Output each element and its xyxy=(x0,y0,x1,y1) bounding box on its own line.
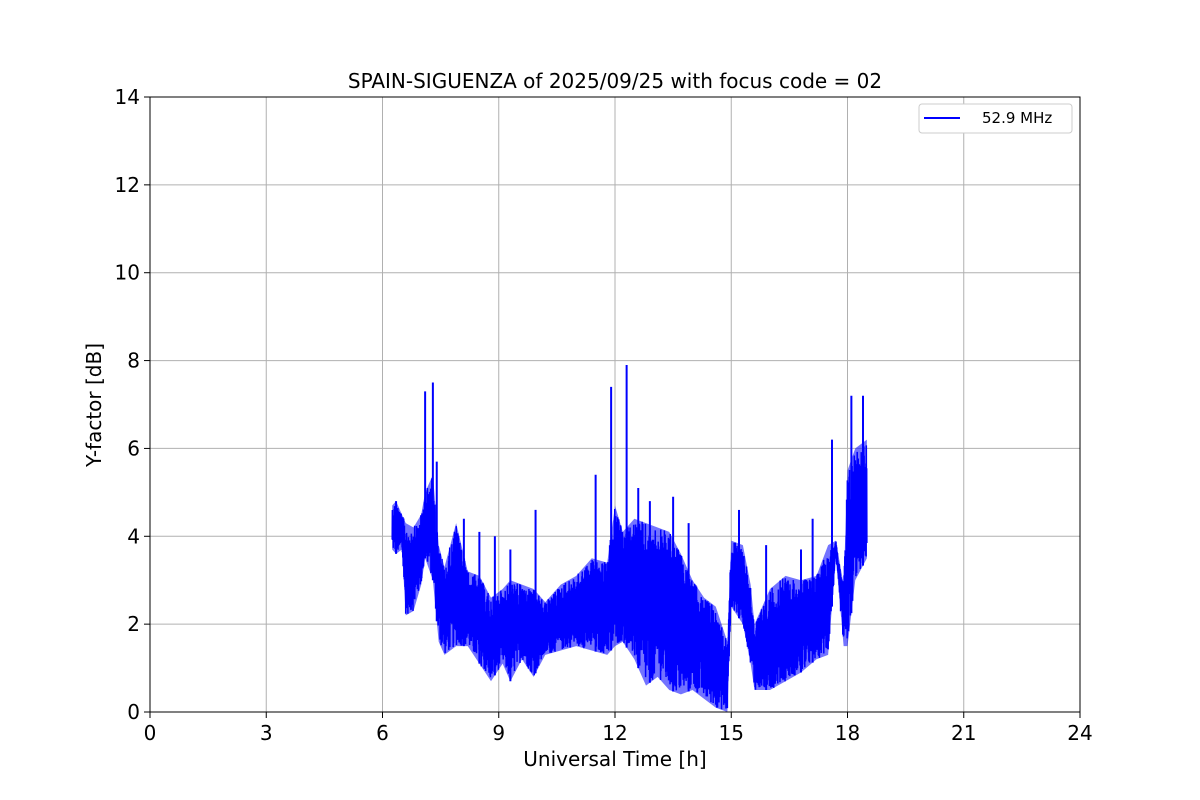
x-tick-label: 21 xyxy=(951,721,976,745)
x-axis-ticks: 0 3 6 9 12 15 18 21 24 xyxy=(144,712,1093,745)
legend: 52.9 MHz xyxy=(918,103,1073,134)
y-tick-label: 12 xyxy=(115,173,140,197)
y-axis-ticks: 0 2 4 6 8 10 12 14 xyxy=(115,85,150,724)
legend-box xyxy=(918,103,1073,134)
x-tick-label: 24 xyxy=(1067,721,1092,745)
x-tick-label: 12 xyxy=(602,721,627,745)
x-tick-label: 18 xyxy=(835,721,860,745)
y-tick-label: 6 xyxy=(127,436,140,460)
legend-entry-label: 52.9 MHz xyxy=(982,109,1052,127)
y-axis-label: Y-factor [dB] xyxy=(82,343,106,468)
x-tick-label: 3 xyxy=(260,721,273,745)
y-tick-label: 10 xyxy=(115,261,140,285)
y-tick-label: 14 xyxy=(115,85,140,109)
chart-title: SPAIN-SIGUENZA of 2025/09/25 with focus … xyxy=(348,69,882,93)
y-tick-label: 0 xyxy=(127,700,140,724)
data-layer xyxy=(391,364,868,712)
x-tick-label: 0 xyxy=(144,721,157,745)
x-tick-label: 9 xyxy=(492,721,505,745)
y-tick-label: 8 xyxy=(127,349,140,373)
x-axis-label: Universal Time [h] xyxy=(523,747,706,771)
x-tick-label: 15 xyxy=(719,721,744,745)
x-tick-label: 6 xyxy=(376,721,389,745)
y-tick-label: 4 xyxy=(127,524,140,548)
y-tick-label: 2 xyxy=(127,612,140,636)
